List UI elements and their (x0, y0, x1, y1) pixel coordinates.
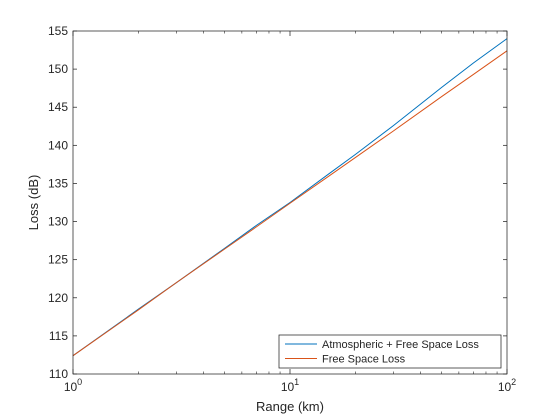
y-tick-label: 150 (48, 62, 68, 76)
y-tick-label: 145 (48, 100, 68, 114)
y-tick-label: 125 (48, 253, 68, 267)
chart-axes: 110 115 120 125 130 135 140 145 150 155 100 101 102 (48, 24, 516, 394)
y-tick-label: 130 (48, 215, 68, 229)
y-tick-label: 155 (48, 24, 68, 38)
x-tick-label: 102 (498, 377, 516, 394)
y-tick-label: 135 (48, 176, 68, 190)
y-axis-label: Loss (dB) (26, 175, 41, 231)
x-tick-label: 100 (64, 377, 82, 394)
y-tick-label: 115 (49, 329, 68, 343)
legend-entry-label: Free Space Loss (322, 354, 406, 366)
chart-marks (72, 38, 508, 357)
x-tick-label: 101 (281, 377, 299, 394)
legend-box (278, 334, 502, 369)
series-line-2 (72, 50, 508, 357)
legend-entry-label: Atmospheric + Free Space Loss (322, 339, 479, 351)
x-axis-label: Range (km) (256, 399, 324, 414)
legend: Atmospheric + Free Space Loss Free Space … (278, 334, 502, 369)
y-tick-label: 120 (48, 291, 68, 305)
y-tick-label: 110 (49, 367, 68, 381)
y-tick-label: 140 (48, 138, 68, 152)
